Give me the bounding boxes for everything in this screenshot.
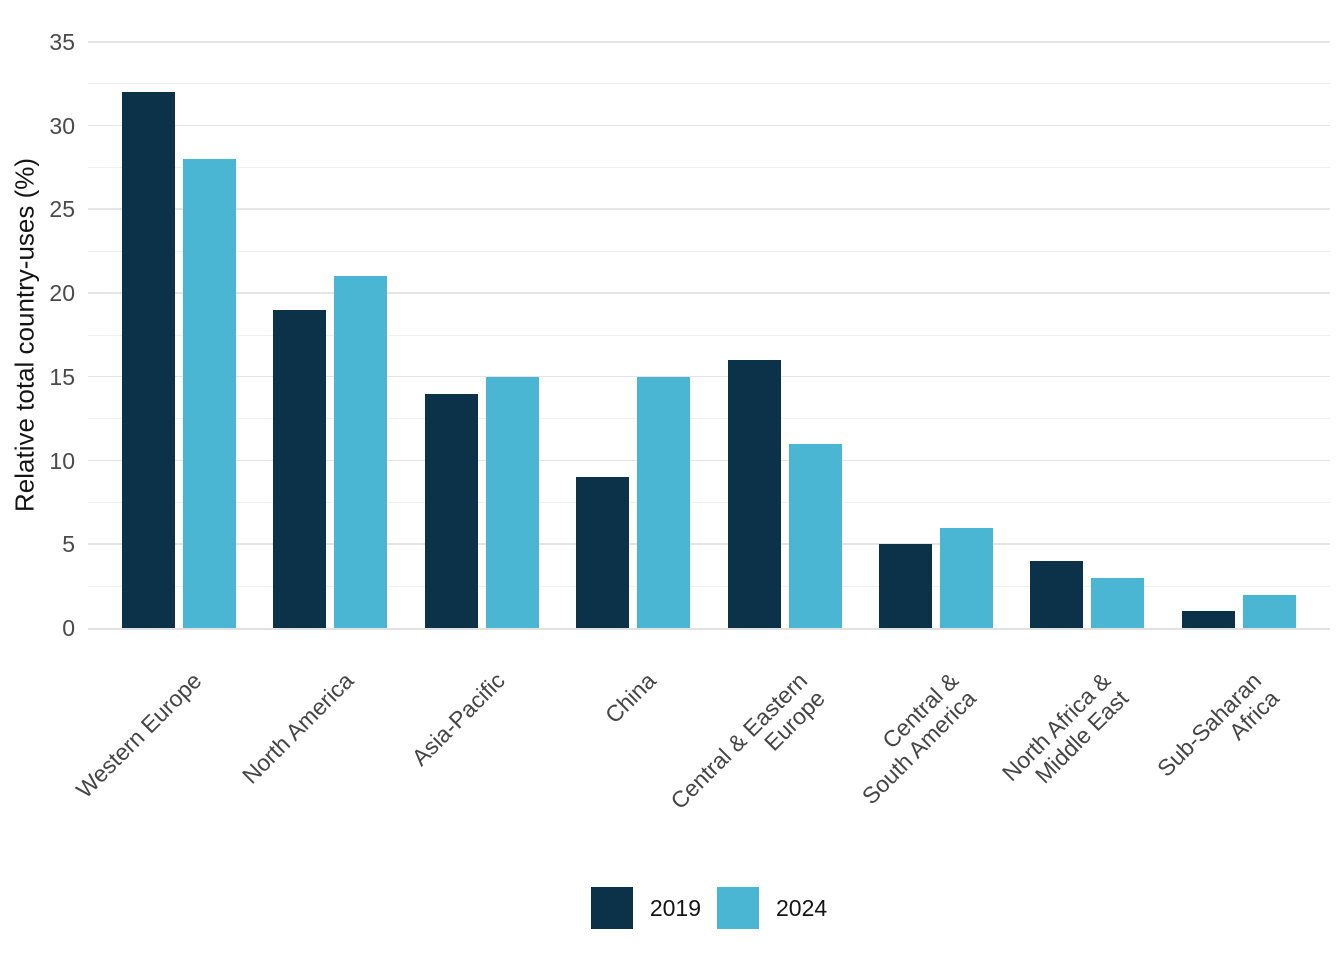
x-axis-label-central-eastern-europe: Central & Eastern Europe — [666, 667, 830, 832]
legend-swatch-2024 — [717, 887, 759, 929]
x-axis-label-china: China — [599, 667, 661, 729]
bar-2024-central-eastern-europe — [788, 443, 842, 628]
x-axis-label-line: North America — [236, 667, 359, 789]
legend-item-2019: 2019 — [590, 887, 701, 929]
legend-label-2019: 2019 — [649, 894, 701, 921]
legend-swatch-2019 — [590, 887, 633, 929]
x-axis-label-western-europe: Western Europe — [71, 667, 207, 803]
bar-2019-north-america — [273, 309, 327, 628]
x-axis-label-north-america: North America — [236, 667, 359, 789]
bar-2024-north-america — [334, 276, 388, 628]
gridline-minor — [88, 334, 1330, 336]
bar-2019-western-europe — [122, 92, 175, 628]
y-tick-label-30: 30 — [49, 112, 75, 139]
gridline-major — [88, 543, 1330, 545]
y-axis-title: Relative total country-uses (%) — [9, 157, 40, 513]
gridline-major — [88, 41, 1330, 43]
gridline-minor — [88, 167, 1330, 169]
y-tick-label-15: 15 — [49, 363, 75, 390]
x-axis-label-north-africa-middle-east: North Africa & Middle East — [996, 667, 1132, 804]
gridline-minor — [88, 418, 1330, 420]
y-tick-label-20: 20 — [49, 280, 75, 307]
legend: 2019 2024 — [88, 886, 1330, 930]
bar-2024-western-europe — [183, 159, 236, 628]
bar-2019-asia-pacific — [424, 393, 478, 628]
x-axis-label-sub-saharan-africa: Sub-Saharan Africa — [1152, 667, 1284, 799]
bar-2024-sub-saharan-africa — [1242, 594, 1296, 628]
gridline-major — [88, 124, 1330, 127]
gridline-major — [88, 208, 1330, 211]
y-tick-label-0: 0 — [62, 615, 75, 641]
y-tick-label-5: 5 — [62, 531, 75, 558]
y-tick-label-35: 35 — [49, 29, 75, 55]
y-tick-label-10: 10 — [49, 447, 75, 474]
gridline-major — [88, 459, 1330, 462]
legend-item-2024: 2024 — [717, 887, 827, 929]
x-axis-label-line: Western Europe — [71, 667, 207, 803]
gridline-minor — [88, 83, 1330, 85]
gridline-major — [88, 375, 1330, 378]
x-axis-line — [88, 628, 1330, 631]
x-axis-label-line: China — [599, 667, 661, 729]
bar-2024-china — [637, 376, 691, 628]
x-axis-label-central-south-america: Central & South America — [840, 667, 981, 809]
bar-2019-central-eastern-europe — [727, 360, 781, 628]
bar-2019-central-south-america — [879, 544, 932, 628]
x-axis-label-asia-pacific: Asia-Pacific — [406, 667, 510, 771]
legend-label-2024: 2024 — [776, 894, 828, 921]
bar-2019-north-africa-middle-east — [1030, 561, 1084, 628]
bar-2024-asia-pacific — [485, 376, 539, 628]
x-axis-label-line: Asia-Pacific — [406, 667, 510, 771]
gridline-major — [88, 292, 1330, 294]
gridline-minor — [88, 250, 1330, 252]
y-tick-label-25: 25 — [49, 196, 75, 223]
gridline-minor — [88, 501, 1330, 503]
bar-2024-central-south-america — [940, 527, 993, 628]
gridline-minor — [88, 585, 1330, 587]
bar-2024-north-africa-middle-east — [1091, 577, 1145, 628]
bar-2019-china — [576, 477, 630, 628]
bar-2019-sub-saharan-africa — [1181, 611, 1235, 628]
